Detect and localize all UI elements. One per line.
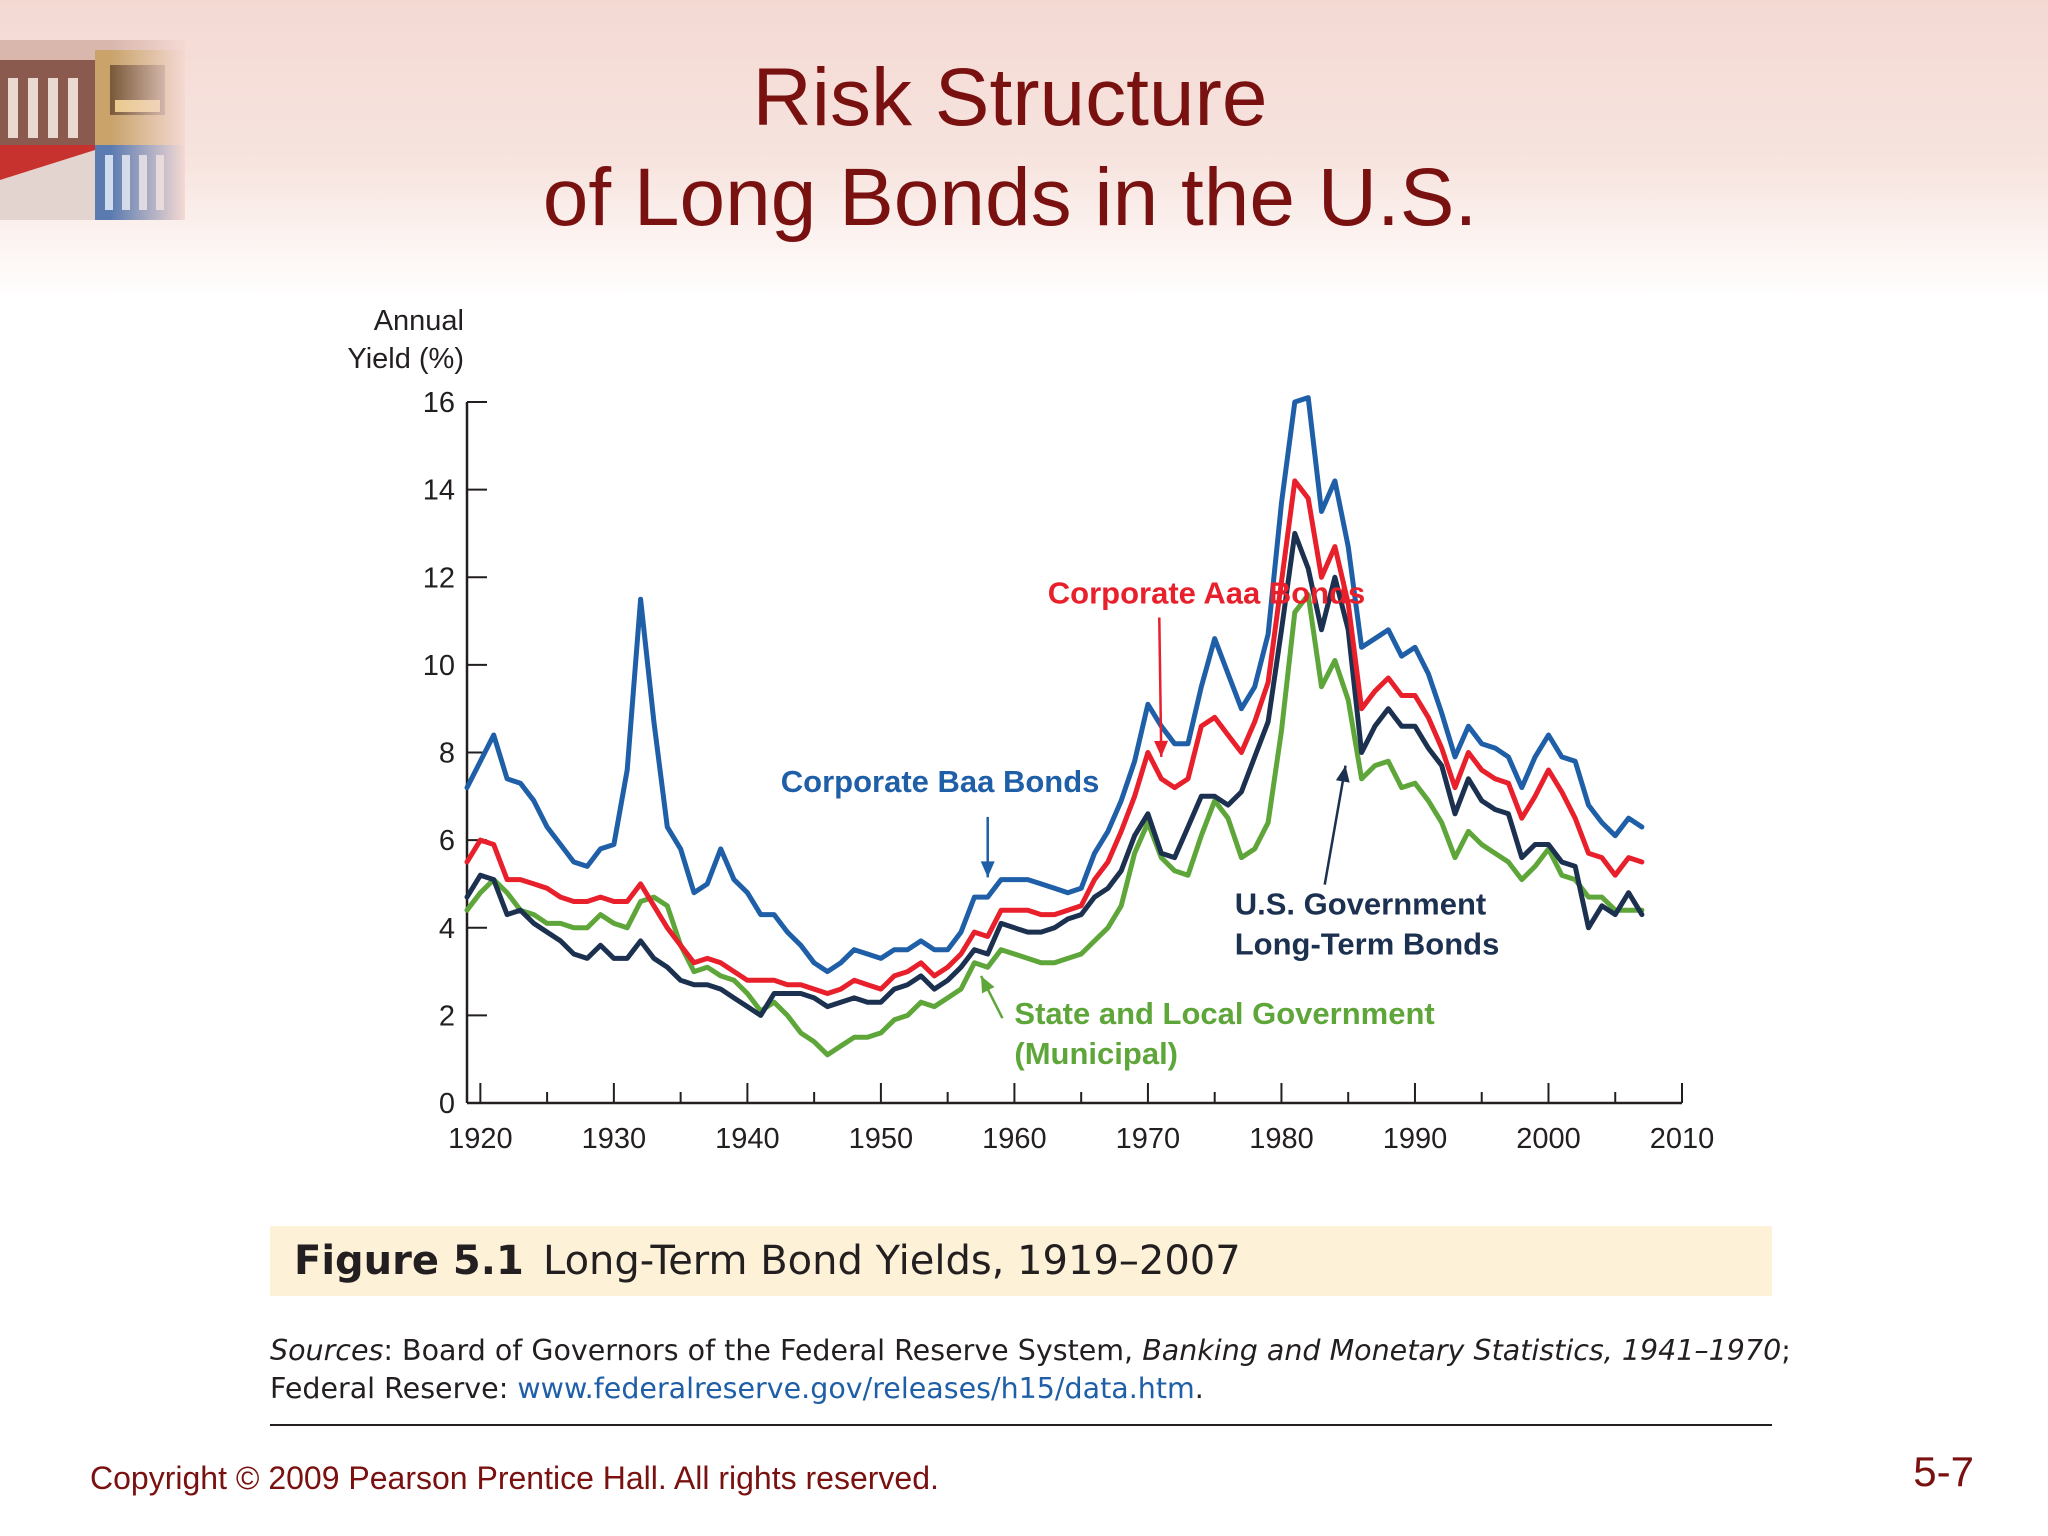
municipal-annotation-label: (Municipal) (1014, 1036, 1178, 1071)
sources-label: Sources (270, 1334, 384, 1367)
title-line-2: of Long Bonds in the U.S. (542, 152, 1478, 243)
aaa-annotation-label: Corporate Aaa Bonds (1048, 576, 1366, 611)
x-tick-label: 1960 (982, 1123, 1047, 1155)
sources-link[interactable]: www.federalreserve.gov/releases/h15/data… (517, 1372, 1195, 1405)
y-tick-label: 2 (439, 1000, 455, 1032)
treasury-annotation-arrowhead (1335, 765, 1350, 783)
x-tick-label: 2010 (1650, 1123, 1715, 1155)
aaa-annotation-pointer (1158, 617, 1163, 757)
y-tick-label: 6 (439, 825, 455, 857)
y-tick-label: 0 (439, 1088, 455, 1120)
x-tick-label: 1940 (715, 1123, 780, 1155)
treasury-annotation-label: U.S. Government (1235, 887, 1487, 922)
baa-series-line (464, 395, 1645, 975)
x-tick-label: 1930 (582, 1123, 647, 1155)
aaa-series-line (464, 478, 1645, 996)
treasury-annotation-pointer (1323, 765, 1347, 885)
treasury-annotation-label: Long-Term Bonds (1235, 927, 1500, 962)
y-tick-label: 16 (423, 387, 455, 419)
sources-text-1: : Board of Governors of the Federal Rese… (383, 1334, 1143, 1367)
aaa-annotation-arrowhead (1154, 740, 1169, 757)
municipal-annotation-arrowhead (981, 975, 995, 994)
x-tick-label: 1970 (1116, 1123, 1181, 1155)
y-tick-label: 8 (439, 738, 455, 770)
building-logo-icon (0, 40, 185, 220)
sources-text-3: Federal Reserve: (270, 1372, 518, 1405)
slide-title: Risk Structure of Long Bonds in the U.S. (420, 48, 1600, 248)
figure-caption: Figure 5.1 Long-Term Bond Yields, 1919–2… (270, 1226, 1772, 1296)
x-tick-label: 1980 (1249, 1123, 1314, 1155)
x-tick-label: 1920 (448, 1123, 513, 1155)
sources-text-4: . (1194, 1372, 1204, 1405)
sources-text-2: ; (1781, 1334, 1791, 1367)
x-tick-label: 1950 (849, 1123, 914, 1155)
figure-number: Figure 5.1 (294, 1238, 524, 1284)
y-axis-label-line-1: Annual (374, 305, 464, 337)
treasury-series-line (464, 530, 1645, 1018)
bond-yields-chart: 0 2 4 6 8 10 12 14 16 1920 1930 1940 1950 1960 1970 198… (347, 305, 1715, 1155)
municipal-series-line (464, 592, 1645, 1058)
y-tick-label: 10 (423, 650, 455, 682)
title-line-1: Risk Structure (752, 52, 1268, 143)
slide-header (0, 0, 2048, 300)
y-tick-label: 12 (423, 562, 455, 594)
baa-annotation-label: Corporate Baa Bonds (781, 764, 1100, 799)
municipal-annotation-label: State and Local Government (1014, 996, 1434, 1031)
sources-note: Sources: Board of Governors of the Feder… (270, 1332, 1791, 1408)
y-axis-label-line-2: Yield (%) (347, 343, 464, 375)
y-tick-label: 4 (439, 913, 455, 945)
slide-number: 5-7 (1913, 1448, 1974, 1495)
x-tick-label: 1990 (1383, 1123, 1448, 1155)
x-tick-label: 2000 (1516, 1123, 1581, 1155)
copyright-notice: Copyright © 2009 Pearson Prentice Hall. … (90, 1460, 939, 1496)
figure-title: Long-Term Bond Yields, 1919–2007 (543, 1238, 1241, 1284)
y-tick-label: 14 (423, 475, 455, 507)
divider (270, 1424, 1772, 1426)
baa-annotation-arrowhead (980, 861, 995, 878)
sources-italic-title: Banking and Monetary Statistics, 1941–19… (1142, 1334, 1782, 1367)
